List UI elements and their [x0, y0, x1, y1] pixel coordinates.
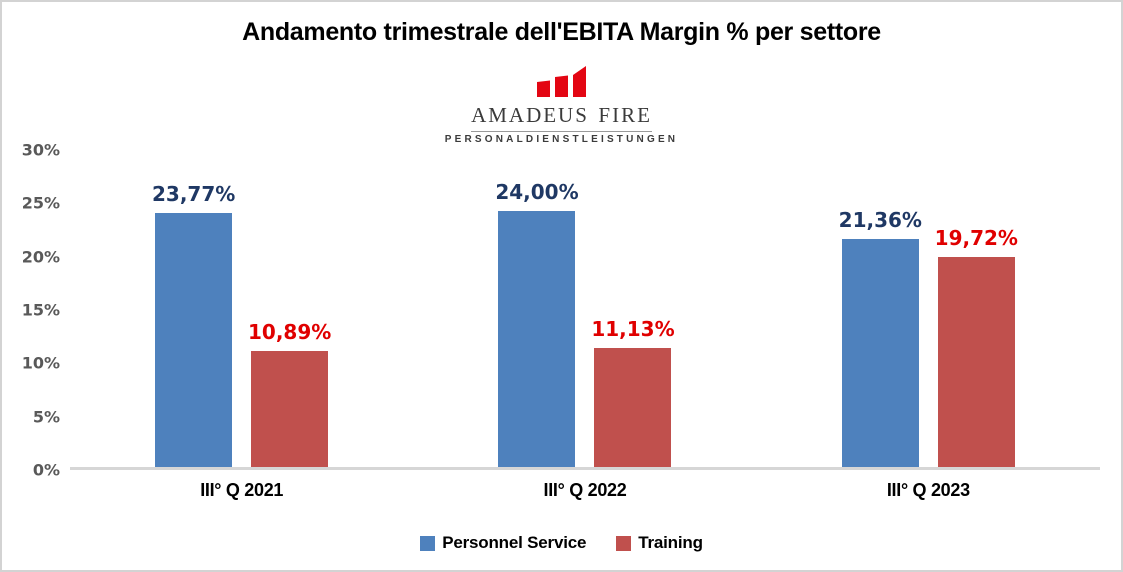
bar-value-label: 23,77% [152, 182, 236, 207]
logo-wordmark: Amadeus FiRe [471, 98, 652, 132]
legend-swatch-icon [420, 535, 436, 551]
y-tick-label: 5% [32, 407, 60, 427]
amadeus-fire-logo: Amadeus FiRe PERSONALDIENSTLEISTUNGEN [2, 66, 1121, 145]
bar-slot: 19,72% [934, 150, 1018, 467]
bar-value-label: 21,36% [838, 208, 922, 233]
bar-value-label: 10,89% [248, 319, 332, 344]
bar-training-iii-q-2021 [251, 350, 329, 467]
bar-training-iii-q-2023 [937, 256, 1015, 467]
logo-tagline: PERSONALDIENSTLEISTUNGEN [444, 134, 679, 145]
chart-title: Andamento trimestrale dell'EBITA Margin … [242, 18, 881, 46]
legend: Personnel Service Training [2, 533, 1121, 553]
x-tick-label: III° Q 2023 [886, 480, 970, 500]
y-tick-label: 15% [21, 300, 60, 320]
bar-slot: 10,89% [248, 150, 332, 467]
rising-bars-logo-icon [536, 66, 586, 97]
bar-group: 24,00% 11,13% [413, 150, 756, 467]
bar-group: 23,77% 10,89% [70, 150, 413, 467]
bar-group: 21,36% 19,72% [757, 150, 1100, 467]
bar-groups: 23,77% 10,89% 24,00% 11,13% 21,36% 19,72% [70, 150, 1100, 467]
legend-swatch-icon [616, 535, 632, 551]
bar-personnel-service-iii-q-2021 [155, 213, 233, 467]
bar-personnel-service-iii-q-2023 [841, 239, 919, 467]
y-tick-label: 25% [21, 193, 60, 213]
bar-value-label: 24,00% [495, 180, 579, 204]
bar-personnel-service-iii-q-2022 [498, 211, 576, 467]
bar-value-label: 11,13% [591, 317, 675, 342]
bar-value-label: 19,72% [934, 225, 1018, 250]
legend-item-personnel-service: Personnel Service [420, 533, 586, 553]
y-tick-label: 20% [21, 247, 60, 267]
legend-label: Training [638, 533, 703, 552]
bar-slot: 21,36% [838, 150, 922, 467]
bar-training-iii-q-2022 [594, 348, 672, 467]
x-axis-labels: III° Q 2021 III° Q 2022 III° Q 2023 [70, 480, 1100, 501]
plot-area: 23,77% 10,89% 24,00% 11,13% 21,36% 19,72% [70, 150, 1100, 470]
y-tick-label: 10% [21, 353, 60, 373]
bar-slot: 23,77% [152, 150, 236, 467]
bar-slot: 11,13% [591, 150, 675, 467]
legend-item-training: Training [616, 533, 703, 553]
bar-slot: 24,00% [495, 150, 579, 467]
y-tick-label: 0% [32, 460, 60, 480]
x-tick-label: III° Q 2021 [200, 480, 284, 500]
y-tick-label: 30% [21, 140, 60, 160]
legend-label: Personnel Service [442, 533, 587, 552]
x-tick-label: III° Q 2022 [543, 480, 627, 500]
